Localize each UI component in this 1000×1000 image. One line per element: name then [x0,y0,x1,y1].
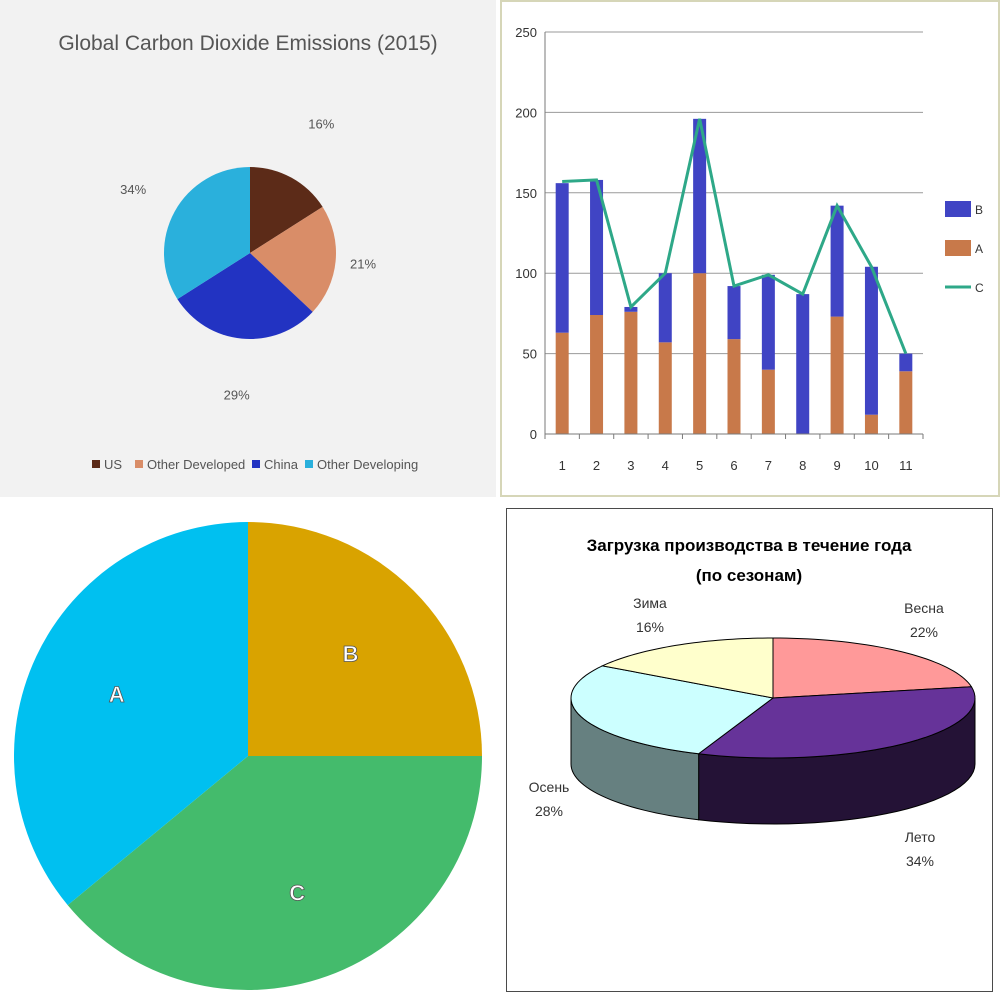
pie-slice-0 [772,637,973,699]
pie-slice-china [177,253,313,339]
bar-series-a [899,371,913,434]
slice-name-label: Весна [904,600,944,616]
x-tick-label: 9 [833,458,840,473]
co2-pie-chart: Global Carbon Dioxide Emissions (2015) 1… [58,32,437,472]
bar-series-a [761,369,775,434]
stacked-bar-chart-panel: 0 50 100 150 200 250 1 2 3 4 5 6 7 8 9 10 11 B A C [500,0,1000,497]
x-tick-label: 1 [559,458,566,473]
bar-series-a [727,339,741,434]
slice-data-label: 29% [224,387,250,402]
bar-series-a [658,342,672,434]
abc-pie-chart-panel: B C A [0,503,500,1000]
legend-swatch [92,460,100,468]
bar-series-b [899,353,913,372]
bar-series-b [693,118,707,274]
legend-swatch [135,460,143,468]
legend-swatch [945,201,971,217]
x-tick-label: 7 [765,458,772,473]
seasonal-3d-pie-chart: Загрузка производства в течение года (по… [529,536,976,869]
y-tick-label: 200 [515,105,537,120]
y-tick-label: 250 [515,25,537,40]
slice-data-label: 16% [636,619,664,635]
bar-series-a [864,414,878,434]
x-tick-label: 2 [593,458,600,473]
bar-series-b [727,286,741,340]
chart-title: Загрузка производства в течение года [587,536,912,555]
bar-series-a [555,332,569,434]
x-tick-label: 4 [662,458,669,473]
stacked-bar-chart: 0 50 100 150 200 250 1 2 3 4 5 6 7 8 9 10 11 B A C [515,25,984,473]
pie-slice-1 [697,686,976,759]
pie-slice-2 [570,665,775,755]
x-tick-label: 3 [627,458,634,473]
slice-name-label: Зима [633,595,667,611]
legend-entry: A [975,242,983,256]
pie-slice-us [250,167,323,253]
legend-swatch [252,460,260,468]
bar-series-a [590,315,604,434]
bar-series-a [624,311,638,434]
seasonal-3d-pie-chart-panel: Загрузка производства в течение года (по… [506,508,993,992]
x-tick-label: 5 [696,458,703,473]
bar-series-b [830,205,844,317]
slice-data-label: 34% [120,182,146,197]
y-tick-label: 0 [530,427,537,442]
slice-name-label: Лето [905,829,936,845]
legend-entry: China [264,457,299,472]
pie-slice-c [67,756,483,991]
pie-slice-3 [600,637,774,699]
bar-series-b [864,266,878,415]
slice-data-label: 22% [910,624,938,640]
bar-series-b [555,183,569,333]
pie-slice-other-developing [164,167,250,300]
bar-series-b [761,274,775,370]
co2-pie-chart-panel: Global Carbon Dioxide Emissions (2015) 1… [0,0,496,497]
slice-label: C [289,881,305,906]
line-series-c [562,118,908,355]
y-tick-label: 100 [515,266,537,281]
chart-title: Global Carbon Dioxide Emissions (2015) [58,32,437,55]
legend-entry: B [975,203,983,217]
slice-name-label: Осень [529,779,570,795]
chart-subtitle: (по сезонам) [696,566,802,585]
bar-series-b [796,294,810,434]
x-tick-label: 11 [899,458,913,473]
x-tick-label: 6 [730,458,737,473]
legend-entry: C [975,281,984,295]
legend-swatch [945,240,971,256]
pie-slice-b [248,522,482,756]
y-tick-label: 50 [523,347,537,362]
legend-entry: Other Developed [147,457,245,472]
slice-data-label: 16% [308,116,334,131]
bar-series-a [693,273,707,434]
x-tick-label: 8 [799,458,806,473]
slice-data-label: 21% [350,257,376,272]
legend-entry: US [104,457,122,472]
bar-series-b [590,179,604,316]
legend-entry: Other Developing [317,457,418,472]
slice-data-label: 28% [535,803,563,819]
bar-series-a [830,316,844,434]
slice-label: A [109,682,125,707]
abc-pie-chart: B C A [13,522,483,991]
x-tick-label: 10 [864,458,878,473]
pie-slice-other-developed [250,206,337,312]
bar-series-b [624,306,638,312]
slice-label: B [343,641,359,666]
bar-series-b [658,273,672,343]
pie-slice-a [13,522,249,906]
y-tick-label: 150 [515,186,537,201]
legend-swatch [305,460,313,468]
slice-data-label: 34% [906,853,934,869]
